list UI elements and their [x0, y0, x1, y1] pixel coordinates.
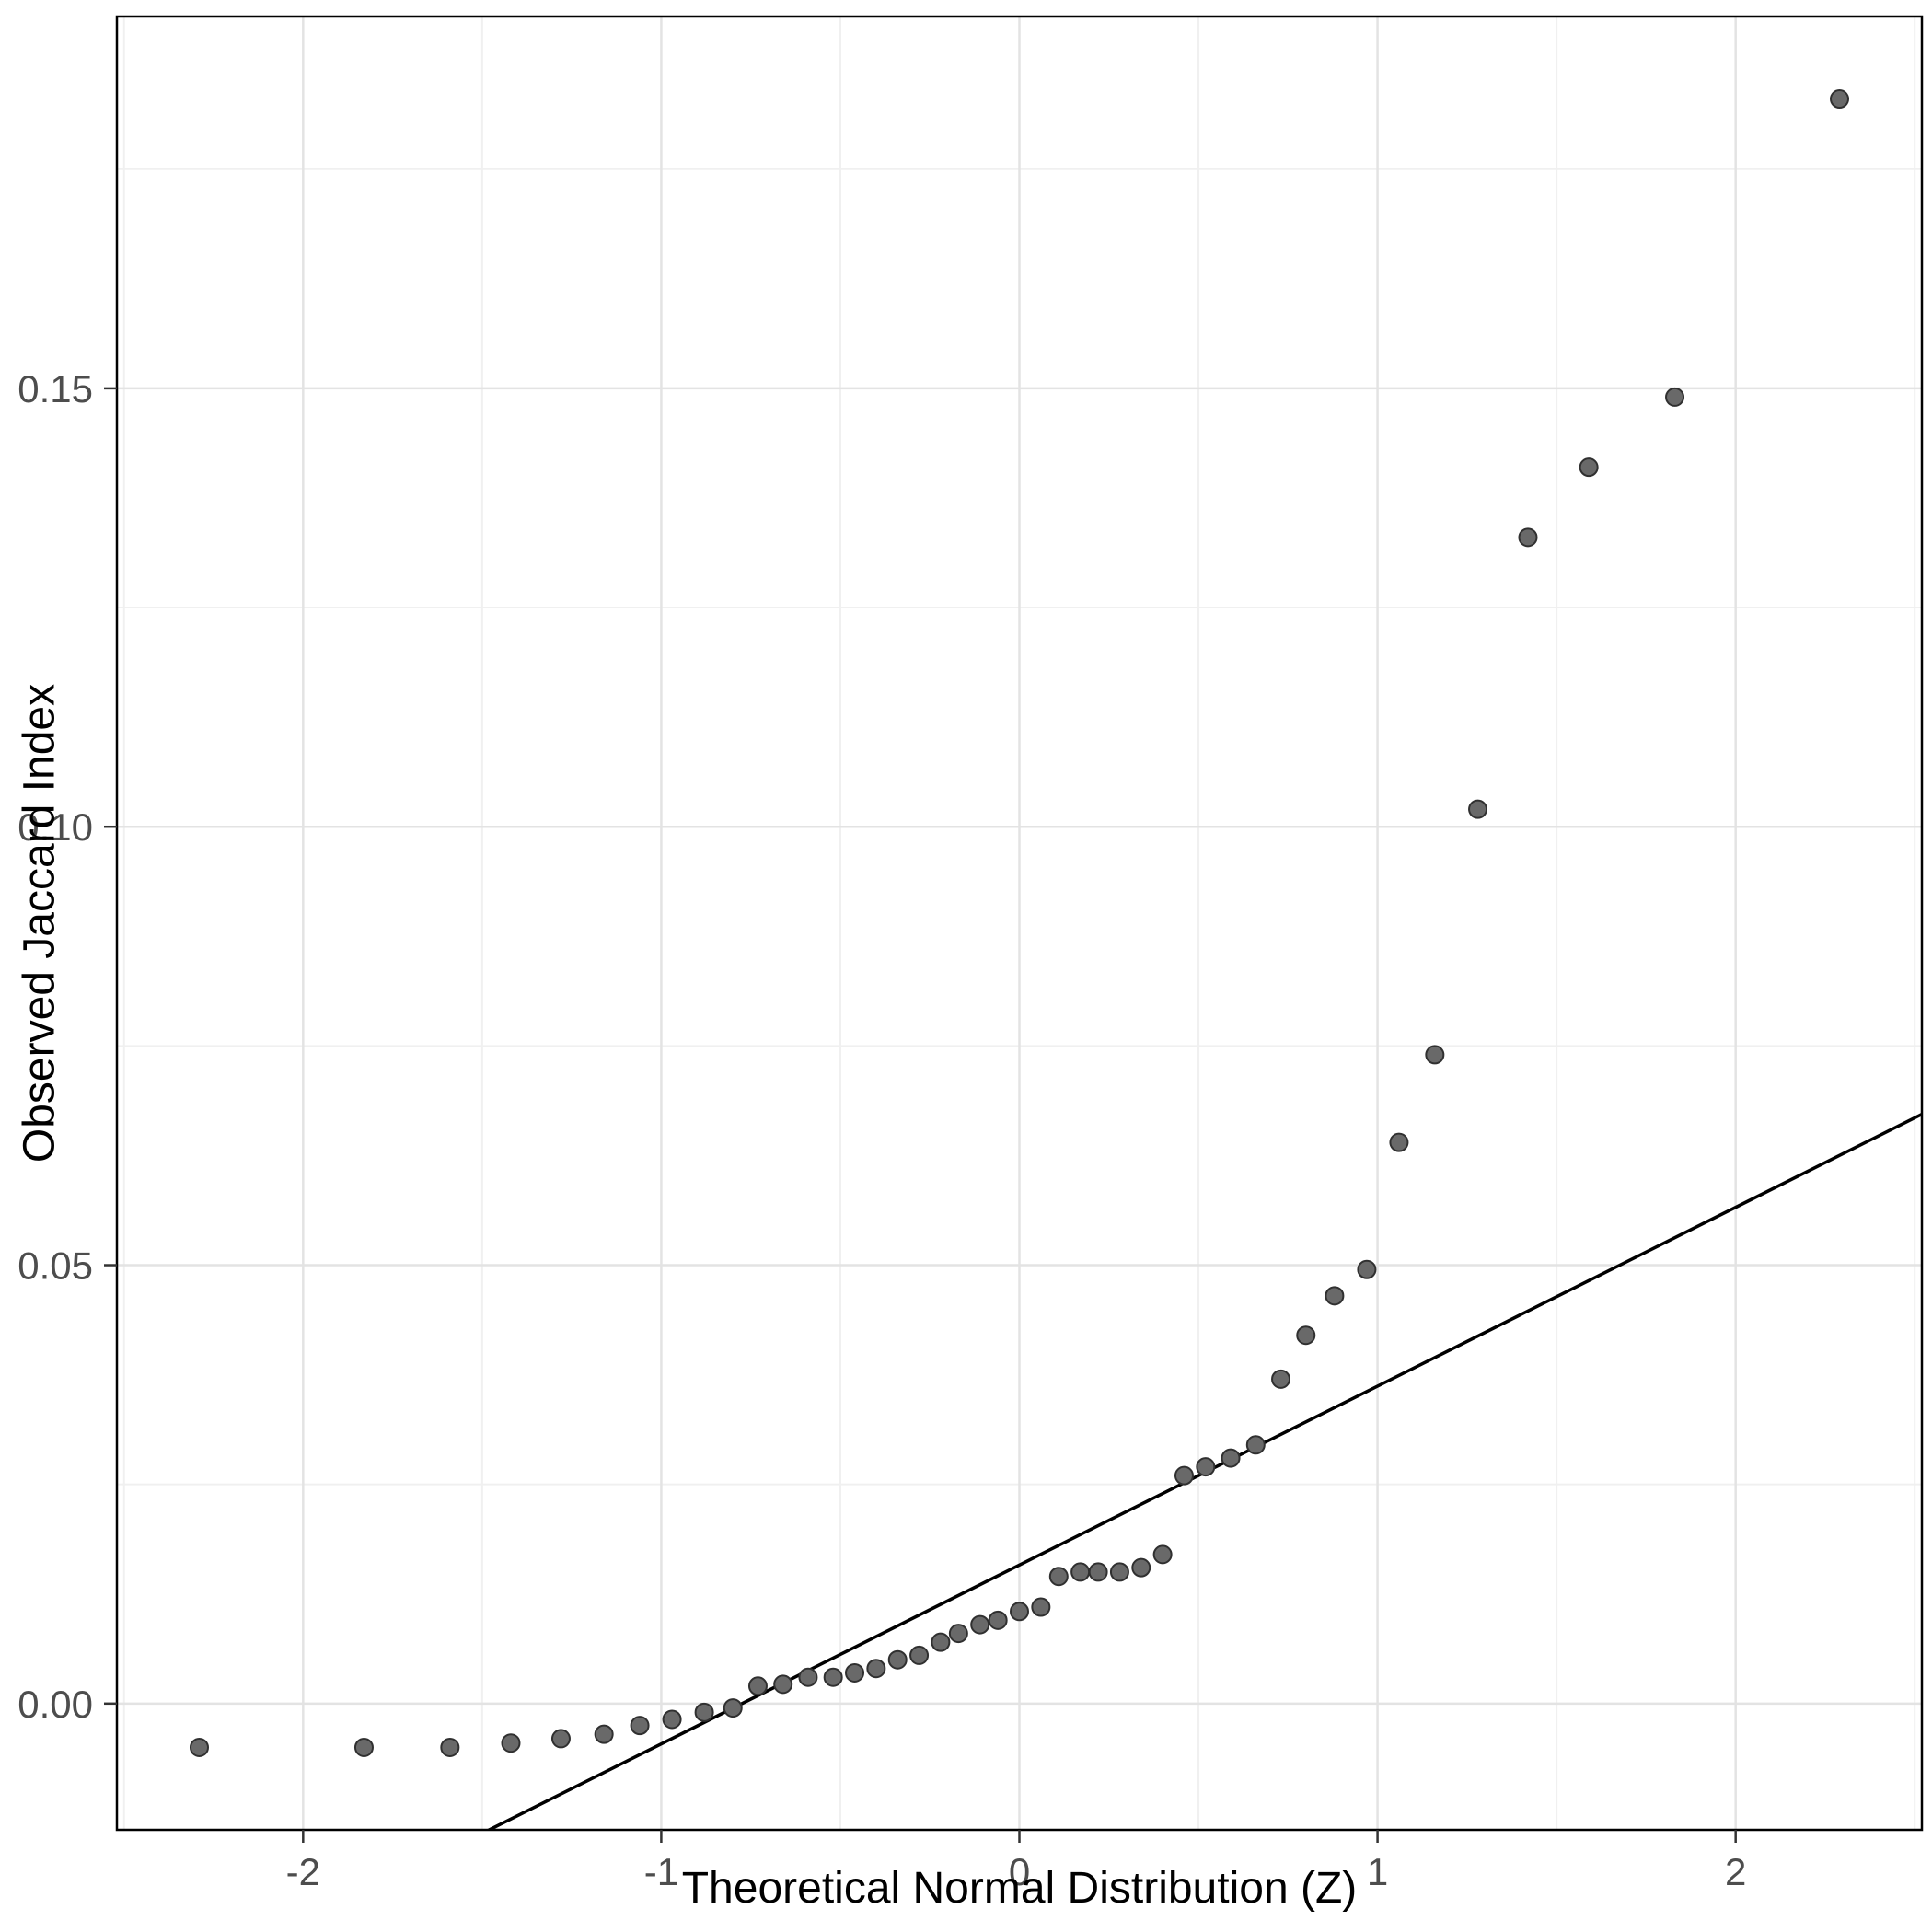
data-point [1357, 1259, 1377, 1279]
x-tick-label: 1 [1367, 1850, 1388, 1893]
y-axis-title: Observed Jaccard Index [15, 683, 64, 1163]
y-tick-label: 0.15 [17, 367, 93, 411]
data-point [1468, 799, 1488, 819]
data-point [1271, 1369, 1291, 1389]
data-point [1296, 1325, 1316, 1346]
y-tick-label: 0.05 [17, 1244, 93, 1288]
data-point [1518, 527, 1538, 548]
data-point [630, 1716, 650, 1736]
data-point [823, 1667, 843, 1687]
data-point [189, 1737, 209, 1757]
data-point [1109, 1562, 1129, 1582]
y-tick-label: 0.00 [17, 1683, 93, 1726]
data-point [1425, 1045, 1445, 1065]
data-point [798, 1667, 818, 1687]
data-point [970, 1614, 990, 1635]
data-point [1088, 1562, 1108, 1582]
x-axis-title: Theoretical Normal Distribution (Z) [681, 1864, 1358, 1913]
data-point [931, 1632, 951, 1652]
data-point [1389, 1132, 1409, 1152]
data-point [887, 1649, 908, 1670]
data-point [773, 1674, 793, 1695]
data-point [988, 1610, 1008, 1630]
data-point [1174, 1465, 1194, 1486]
data-point [1221, 1448, 1241, 1468]
qq-reference-line [485, 1113, 1922, 1830]
x-tick-label: 0 [1009, 1850, 1030, 1893]
data-point [1152, 1544, 1173, 1565]
data-point [440, 1737, 460, 1757]
data-point [353, 1737, 374, 1757]
data-point [866, 1659, 886, 1679]
data-point [1131, 1557, 1151, 1578]
data-point [1010, 1602, 1029, 1622]
y-tick-label: 0.10 [17, 805, 93, 849]
data-point [723, 1698, 743, 1718]
data-point [1325, 1286, 1345, 1306]
x-tick-label: 2 [1725, 1850, 1746, 1893]
data-point [1579, 457, 1599, 478]
data-point [1196, 1457, 1216, 1477]
data-point [1830, 89, 1850, 110]
data-point [1048, 1567, 1069, 1587]
x-tick-label: -1 [644, 1850, 678, 1893]
data-point [662, 1709, 682, 1730]
data-point [1031, 1597, 1051, 1617]
data-point [948, 1624, 968, 1644]
data-point [1070, 1562, 1091, 1582]
x-tick-label: -2 [286, 1850, 320, 1893]
data-point [501, 1733, 521, 1753]
data-point [594, 1724, 614, 1744]
data-point [694, 1702, 714, 1722]
data-point [1245, 1435, 1266, 1455]
data-point [747, 1676, 768, 1696]
data-point [1665, 387, 1685, 407]
data-point [550, 1729, 571, 1749]
data-point [845, 1662, 865, 1683]
data-point [909, 1645, 930, 1665]
